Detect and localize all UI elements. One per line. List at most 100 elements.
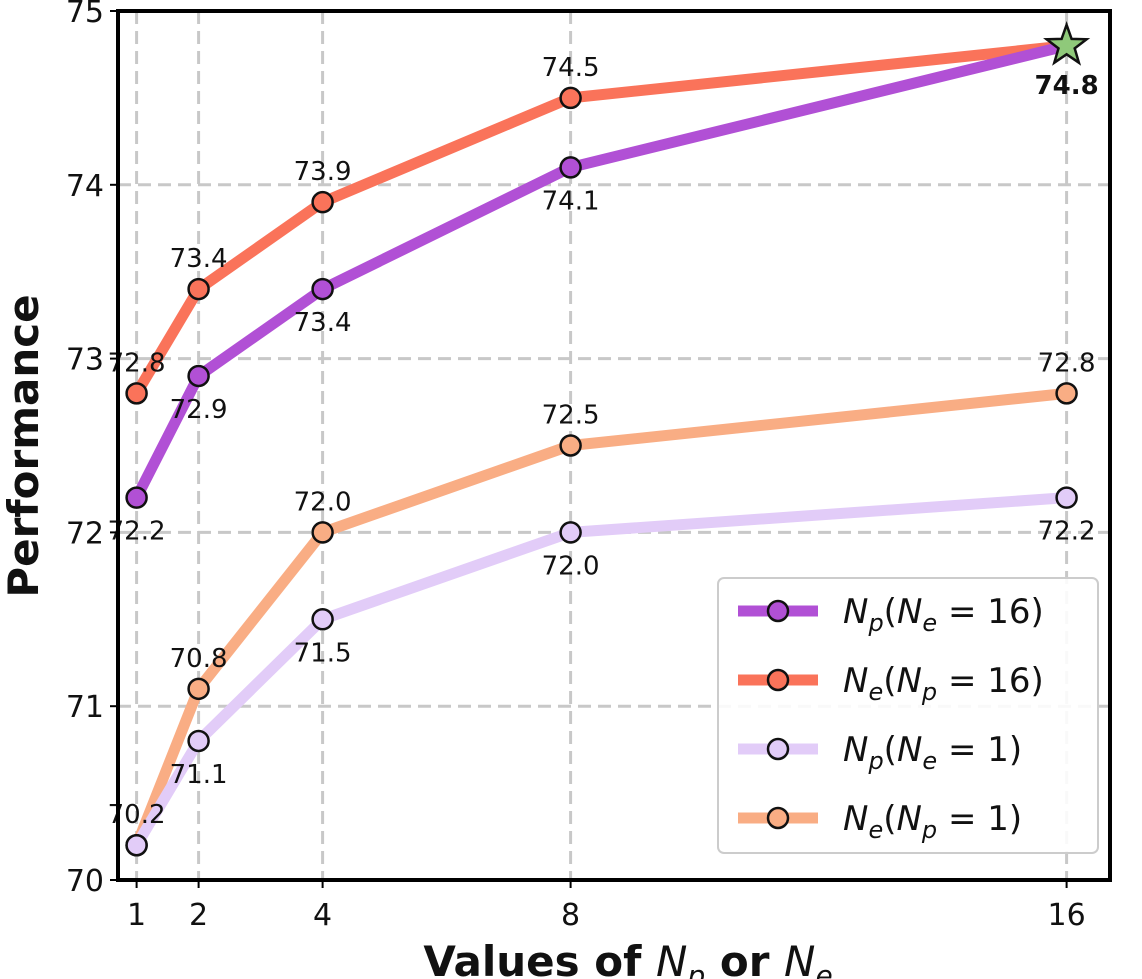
x-axis-title-var1: N bbox=[656, 937, 687, 979]
legend-symbol: ( bbox=[884, 592, 897, 632]
data-point-marker bbox=[311, 190, 334, 214]
axes bbox=[116, 9, 1112, 882]
legend-value: 1 bbox=[987, 730, 1009, 770]
y-tick-label: 72 bbox=[66, 516, 104, 551]
legend-paren_sub: e bbox=[922, 609, 937, 637]
data-point-marker bbox=[187, 364, 210, 388]
data-point-marker bbox=[125, 382, 148, 405]
legend-symbol: ( bbox=[883, 661, 896, 701]
data-point-marker bbox=[559, 434, 582, 457]
data-labels: 72.272.973.474.172.873.473.974.570.271.1… bbox=[108, 53, 1099, 830]
series-markers bbox=[125, 21, 1091, 857]
legend-symbol: = bbox=[937, 799, 987, 839]
legend-var: N bbox=[843, 592, 868, 632]
series-line-0 bbox=[131, 40, 1073, 504]
data-point-marker bbox=[187, 277, 210, 301]
data-label: 72.2 bbox=[1038, 517, 1096, 547]
legend-var: N bbox=[843, 730, 868, 770]
data-label: 73.4 bbox=[170, 244, 228, 274]
legend-paren_var: N bbox=[897, 592, 922, 632]
best-point-star-icon bbox=[1043, 21, 1091, 66]
x-axis-title: Values of Np or Ne bbox=[423, 937, 832, 979]
data-point-marker bbox=[311, 277, 334, 301]
legend-paren_sub: e bbox=[922, 747, 937, 775]
legend-swatch-marker bbox=[766, 737, 790, 761]
data-label: 73.4 bbox=[294, 308, 352, 338]
x-axis-title-var2-sub: e bbox=[815, 959, 832, 979]
legend-symbol: = bbox=[937, 592, 987, 632]
data-point-marker bbox=[559, 86, 582, 110]
data-label: 73.9 bbox=[294, 157, 352, 187]
y-tick-label: 70 bbox=[66, 864, 104, 899]
legend-symbol: ( bbox=[883, 799, 896, 839]
y-tick-label: 73 bbox=[66, 343, 104, 378]
legend-symbol: = bbox=[937, 730, 987, 770]
legend-var: N bbox=[843, 661, 868, 701]
data-point-marker bbox=[125, 486, 148, 509]
legend-swatch-marker bbox=[766, 668, 790, 692]
legend-paren_var: N bbox=[896, 799, 921, 839]
legend-paren_var: N bbox=[897, 730, 922, 770]
x-axis-title-var1-sub: p bbox=[686, 959, 705, 979]
y-tick-label: 74 bbox=[66, 169, 104, 204]
data-point-marker bbox=[125, 833, 148, 857]
legend-symbol: ) bbox=[1009, 799, 1022, 839]
x-tick-label: 16 bbox=[1048, 898, 1086, 933]
data-point-marker bbox=[559, 521, 582, 544]
data-point-marker bbox=[559, 156, 582, 179]
legend-symbol: ) bbox=[1031, 592, 1044, 632]
legend-symbol: ) bbox=[1031, 661, 1044, 701]
data-label: 71.1 bbox=[170, 760, 228, 790]
legend-var: N bbox=[843, 799, 868, 839]
data-point-marker bbox=[311, 608, 334, 631]
legend-sub: p bbox=[867, 609, 883, 637]
legend-entry-label: Ne(Np = 1) bbox=[843, 799, 1022, 844]
legend-value: 16 bbox=[987, 661, 1030, 701]
data-point-marker bbox=[1055, 382, 1078, 405]
data-label: 72.5 bbox=[542, 401, 600, 431]
legend-value: 1 bbox=[987, 799, 1009, 839]
x-tick-label: 8 bbox=[561, 898, 580, 933]
y-tick-label: 71 bbox=[66, 690, 104, 725]
legend-symbol: ( bbox=[884, 730, 897, 770]
legend-swatch-marker bbox=[766, 806, 790, 830]
legend-entry-label: Np(Ne = 16) bbox=[843, 592, 1044, 637]
data-label: 72.0 bbox=[542, 551, 600, 581]
legend-entry-label: Ne(Np = 16) bbox=[843, 661, 1044, 706]
legend-symbol: ) bbox=[1009, 730, 1022, 770]
legend-paren_sub: p bbox=[921, 678, 937, 706]
legend-sub: e bbox=[868, 678, 883, 706]
x-tick-label: 4 bbox=[313, 898, 332, 933]
legend-sub: e bbox=[868, 816, 883, 844]
legend-symbol: = bbox=[937, 661, 987, 701]
data-label: 70.8 bbox=[170, 644, 228, 674]
data-point-marker bbox=[187, 677, 210, 701]
legend-paren_var: N bbox=[896, 661, 921, 701]
y-tick-label: 75 bbox=[66, 0, 104, 30]
data-label: 74.5 bbox=[542, 53, 600, 83]
data-point-marker bbox=[187, 729, 210, 753]
best-point-label: 74.8 bbox=[1035, 71, 1099, 101]
data-label: 71.5 bbox=[294, 638, 352, 668]
legend: Np(Ne = 16)Ne(Np = 16)Np(Ne = 1)Ne(Np = … bbox=[717, 577, 1099, 854]
legend-box bbox=[717, 577, 1099, 854]
legend-value: 16 bbox=[987, 592, 1030, 632]
data-label: 74.1 bbox=[542, 186, 600, 216]
data-label: 72.9 bbox=[170, 395, 228, 425]
data-label: 72.8 bbox=[1038, 348, 1096, 378]
data-point-marker bbox=[311, 521, 334, 544]
tick-labels: 1 2 4 8 16 70 71 72 73 74 75 bbox=[66, 0, 1086, 933]
x-axis-title-prefix: Values of bbox=[423, 937, 656, 979]
plot-frame bbox=[116, 9, 1112, 882]
x-tick-label: 2 bbox=[189, 898, 208, 933]
data-point-marker bbox=[1055, 486, 1078, 509]
x-tick-label: 1 bbox=[127, 898, 146, 933]
legend-entry-label: Np(Ne = 1) bbox=[843, 730, 1022, 775]
legend-swatch-marker bbox=[766, 599, 790, 623]
y-axis-title: Performance bbox=[0, 294, 48, 597]
legend-paren_sub: p bbox=[921, 816, 937, 844]
x-axis-title-var2: N bbox=[784, 937, 815, 979]
series-line-1 bbox=[131, 40, 1073, 399]
x-axis-title-mid: or bbox=[705, 937, 784, 979]
